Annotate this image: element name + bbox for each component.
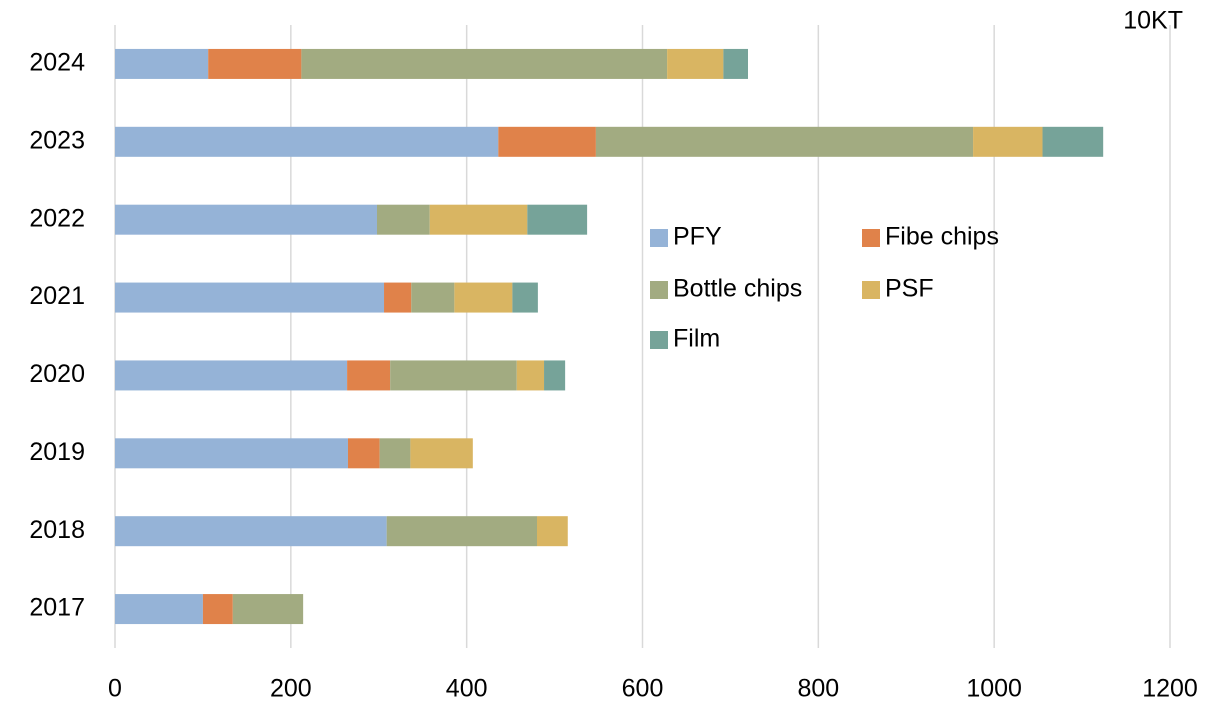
bar-segment [410,438,473,469]
bar-segment [301,48,668,79]
legend-swatch [650,331,668,349]
bar-segment [115,360,348,391]
y-tick-label: 2023 [29,126,85,154]
bar-segment [232,594,304,625]
y-tick-label: 2017 [29,594,85,622]
x-tick-label: 400 [446,675,488,703]
bar-segment [454,282,513,313]
bar-segment [376,204,430,235]
y-tick-label: 2024 [29,49,85,77]
bar-segment [429,204,528,235]
bar-segment [512,282,538,313]
legend-swatch [862,281,880,299]
y-tick-label: 2021 [29,282,85,310]
y-tick-label: 2018 [29,516,85,544]
bar-segment [208,48,302,79]
bar-segment [347,438,380,469]
bar-segment [115,516,387,547]
legend-label: Fibe chips [885,223,999,251]
bar-segment [595,126,974,157]
bar-segment [537,516,568,547]
bar-segment [115,204,377,235]
x-tick-label: 200 [270,675,312,703]
legend-label: PFY [673,223,722,251]
bar-segment [115,282,385,313]
bar-segment [115,126,499,157]
legend-swatch [650,281,668,299]
legend-swatch [650,229,668,247]
bar-segment [386,516,537,547]
y-tick-label: 2019 [29,438,85,466]
bar-segment [115,48,209,79]
y-tick-label: 2020 [29,360,85,388]
bar-segment [379,438,411,469]
legend-swatch [862,229,880,247]
x-tick-label: 600 [622,675,664,703]
y-tick-label: 2022 [29,204,85,232]
legend-label: Film [673,325,720,353]
bar-segment [544,360,566,391]
bar-segment [202,594,233,625]
bar-segment [516,360,545,391]
bar-segment [115,594,203,625]
bar-segment [115,438,348,469]
x-tick-label: 1200 [1142,675,1198,703]
bar-segment [1042,126,1104,157]
legend-label: PSF [885,275,934,303]
bar-segment [390,360,517,391]
bar-segment [723,48,748,79]
bar-segment [973,126,1043,157]
x-tick-label: 0 [108,675,122,703]
x-tick-label: 800 [797,675,839,703]
legend-label: Bottle chips [673,275,802,303]
bar-segment [347,360,391,391]
bar-segment [667,48,724,79]
bar-segment [527,204,588,235]
unit-label: 10KT [1123,7,1183,35]
bar-segment [411,282,455,313]
x-tick-label: 1000 [966,675,1022,703]
bar-segment [384,282,412,313]
bar-segment [498,126,596,157]
